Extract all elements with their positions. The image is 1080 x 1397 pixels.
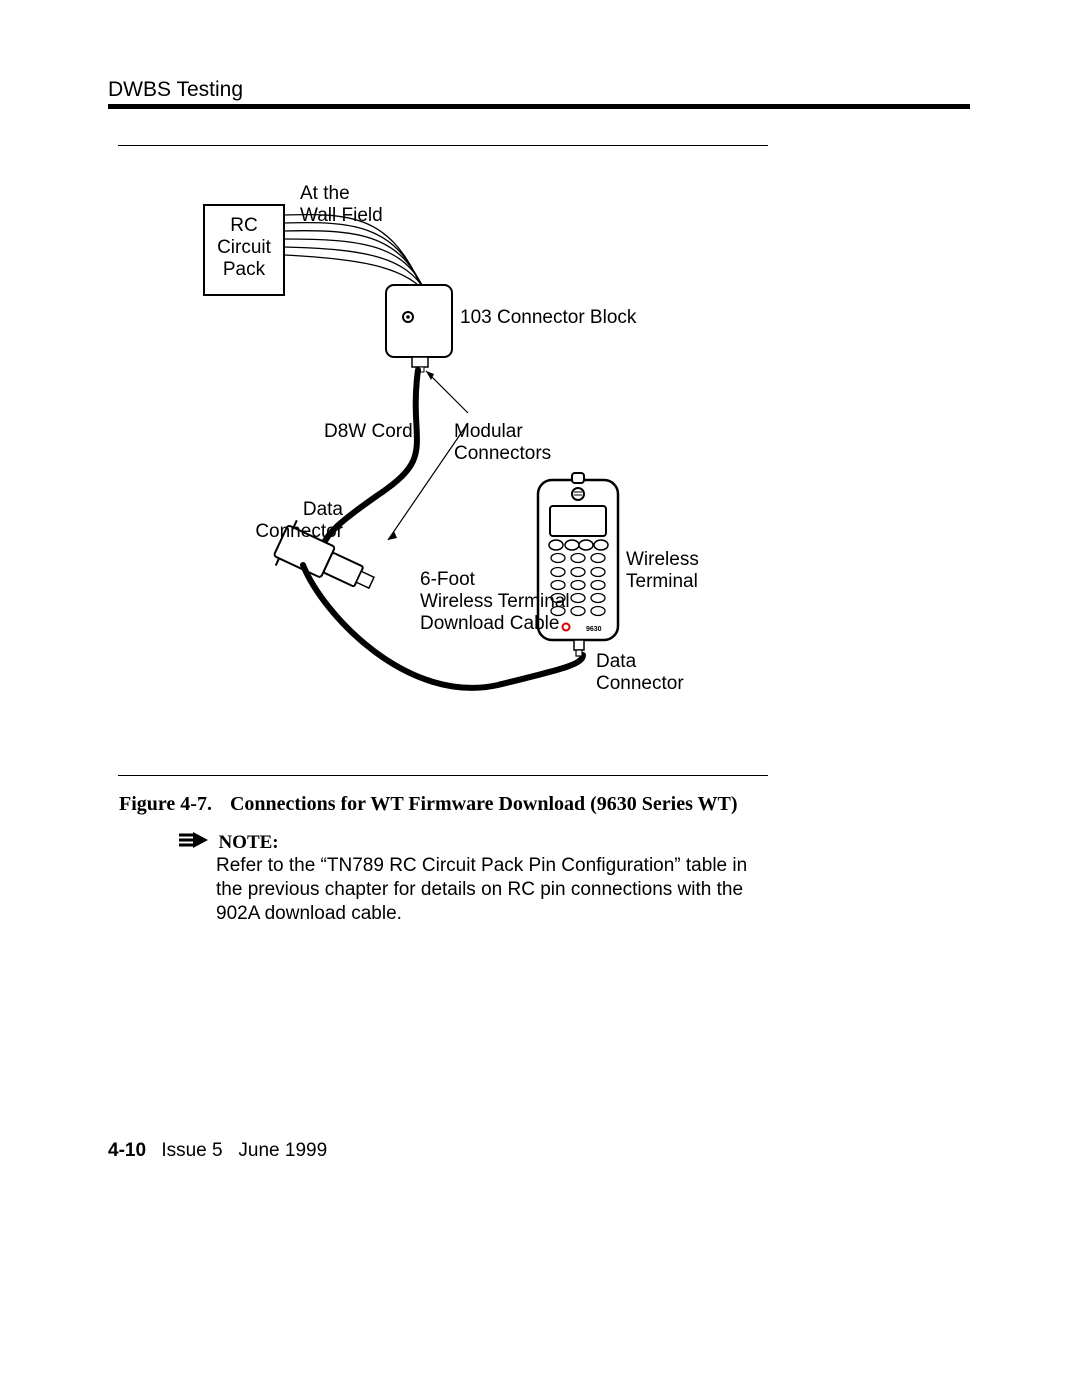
wt-l2: Terminal — [626, 571, 698, 592]
cable-l3: Download Cable — [420, 613, 559, 634]
data-conn-l2: Connector — [255, 521, 343, 542]
note-row: NOTE: — [178, 831, 279, 854]
cable-l1: 6-Foot — [420, 569, 475, 590]
header-rule — [108, 104, 970, 109]
data-connector-lower-label: Data Connector — [596, 651, 684, 695]
connector-block-label: 103 Connector Block — [460, 307, 636, 329]
wireless-terminal-label: Wireless Terminal — [626, 549, 699, 593]
data-connector-upper-label: Data Connector — [253, 499, 343, 543]
caption-number: Figure 4-7. — [119, 793, 212, 815]
issue-date: June 1999 — [238, 1140, 327, 1161]
page-number: 4-10 — [108, 1140, 146, 1161]
data-conn2-l1: Data — [596, 651, 636, 672]
modular-l1: Modular — [454, 421, 523, 442]
section-title: DWBS Testing — [108, 78, 243, 102]
phone-model-label: 9630 — [586, 626, 602, 633]
rc-l3: Pack — [223, 259, 265, 280]
download-cable-label: 6-Foot Wireless Terminal Download Cable — [420, 569, 570, 635]
wall-l1: At the — [300, 183, 350, 204]
modular-connectors-label: Modular Connectors — [454, 421, 551, 465]
rc-l2: Circuit — [217, 237, 271, 258]
note-label: NOTE: — [218, 832, 278, 854]
rc-circuit-pack-label: RC Circuit Pack — [216, 215, 272, 281]
rc-l1: RC — [230, 215, 257, 236]
figure-caption: Figure 4-7. Connections for WT Firmware D… — [119, 793, 738, 816]
page-footer: 4-10 Issue 5 June 1999 — [108, 1140, 327, 1162]
wt-l1: Wireless — [626, 549, 699, 570]
modular-l2: Connectors — [454, 443, 551, 464]
figure-bottom-rule — [118, 775, 768, 776]
caption-text: Connections for WT Firmware Download (96… — [230, 793, 738, 815]
cable-l2: Wireless Terminal — [420, 591, 570, 612]
data-conn-l1: Data — [303, 499, 343, 520]
wall-field-label: At the Wall Field — [300, 183, 383, 227]
d8w-cord-label: D8W Cord — [324, 421, 413, 443]
note-body: Refer to the “TN789 RC Circuit Pack Pin … — [216, 854, 776, 926]
data-conn2-l2: Connector — [596, 673, 684, 694]
note-arrow-icon — [178, 831, 210, 854]
page: DWBS Testing — [0, 0, 1080, 1397]
issue-number: Issue 5 — [161, 1140, 222, 1161]
wall-l2: Wall Field — [300, 205, 383, 226]
